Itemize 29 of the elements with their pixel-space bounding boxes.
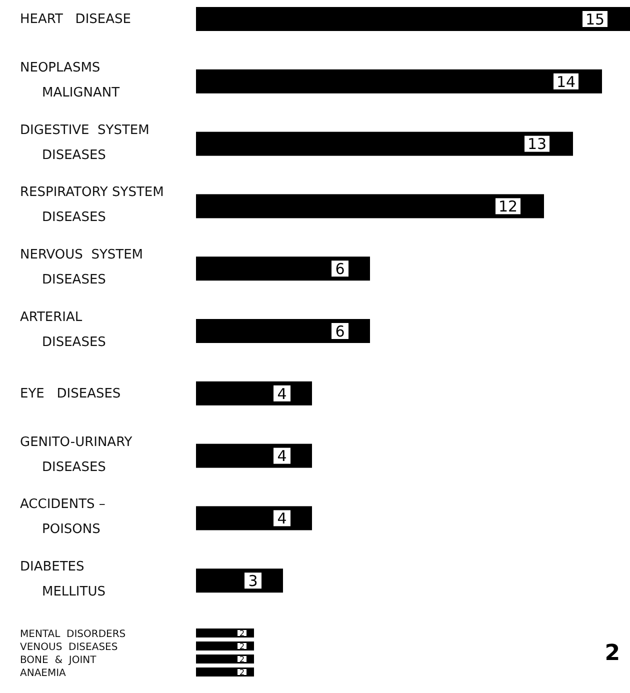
data-label: 6 (335, 260, 345, 278)
data-label: 4 (277, 384, 287, 403)
data-label: 15 (585, 10, 605, 28)
data-label: 2 (239, 628, 245, 638)
data-label: 13 (527, 135, 547, 154)
data-label: 2 (239, 642, 245, 651)
y-tick-label: GENITO-URINARY DISEASES (20, 434, 132, 475)
y-tick-label: EYE DISEASES (20, 386, 121, 402)
y-tick-label: ARTERIAL DISEASES (20, 310, 106, 350)
annotation: 2 (604, 641, 620, 666)
y-tick-label: MENTAL DISORDERS (20, 629, 126, 640)
y-tick-label: NEOPLASMS MALIGNANT (20, 60, 120, 100)
y-tick-label: DIGESTIVE SYSTEM DISEASES (20, 122, 150, 163)
data-label: 2 (239, 668, 245, 677)
y-tick-label: RESPIRATORY SYSTEM DISEASES (20, 185, 164, 226)
data-label: 4 (277, 447, 287, 466)
data-label: 2 (239, 654, 245, 664)
y-tick-label: ACCIDENTS – POISONS (20, 497, 106, 538)
data-label: 14 (556, 72, 576, 91)
y-tick-label: VENOUS DISEASES (20, 642, 118, 653)
y-tick-label: NERVOUS SYSTEM DISEASES (20, 248, 144, 288)
y-tick-label: ANAEMIA (20, 668, 66, 679)
data-label: 6 (335, 322, 345, 340)
data-label: 12 (498, 198, 518, 216)
y-tick-label: BONE & JOINT (20, 655, 98, 666)
data-label: 3 (248, 572, 258, 590)
y-tick-label: HEART DISEASE (20, 12, 131, 27)
data-label: 4 (277, 510, 287, 528)
y-tick-label: DIABETES MELLITUS (20, 560, 106, 600)
